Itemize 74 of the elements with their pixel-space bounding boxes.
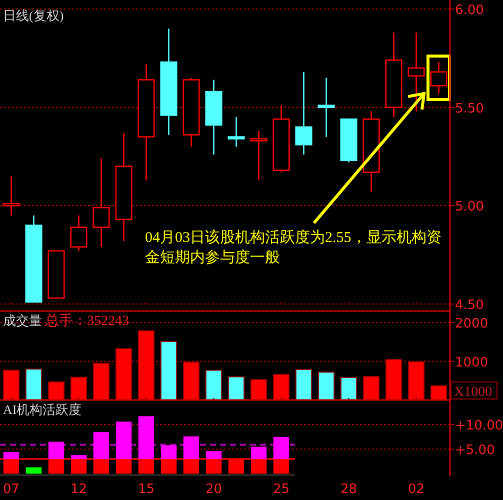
- y-tick-label: 1000: [455, 355, 488, 370]
- candlestick: [430, 61, 448, 94]
- text: X1000: [454, 385, 492, 400]
- bar: [273, 458, 290, 474]
- bar: [92, 362, 110, 400]
- y-tick-label: 6.00: [455, 3, 484, 18]
- candlestick: [2, 176, 20, 216]
- bar: [25, 368, 42, 400]
- candlestick: [70, 214, 88, 252]
- chart-title: 日线(复权): [3, 8, 64, 23]
- x-tick-label: 07: [2, 482, 20, 497]
- x-tick-label: 28: [340, 482, 358, 497]
- bar: [273, 436, 290, 459]
- bar: [250, 458, 267, 474]
- bar: [138, 458, 154, 474]
- y-tick-label: +10.00: [455, 418, 503, 434]
- bar: [160, 458, 177, 474]
- bar: [340, 377, 358, 400]
- annotation: 04月03日该股机构活跃度为2.55，显示机构资金短期内参与度一般: [145, 228, 442, 268]
- y-tick-label: 5.50: [455, 101, 484, 116]
- bar: [70, 458, 87, 474]
- bar: [3, 458, 20, 474]
- y-tick-label: +5.00: [455, 443, 495, 458]
- bar: [183, 458, 200, 474]
- bar: [116, 422, 132, 459]
- bar: [183, 436, 200, 459]
- bar: [138, 330, 155, 400]
- candlestick: [295, 71, 312, 156]
- bar: [250, 378, 268, 400]
- bar: [430, 385, 448, 400]
- bar: [362, 376, 380, 400]
- x-tick-label: 15: [138, 482, 155, 497]
- bar: [48, 381, 65, 400]
- bar: [228, 376, 245, 400]
- bar: [93, 458, 110, 474]
- bar: [206, 458, 222, 474]
- bar: [228, 458, 244, 474]
- candlestick: [318, 77, 335, 138]
- x-tick-label: 25: [272, 482, 290, 497]
- bar: [138, 416, 154, 459]
- bar: [115, 348, 132, 400]
- chart-title: 成交量: [3, 313, 42, 328]
- bar: [48, 442, 64, 459]
- chart-title: AI机构活跃度: [3, 402, 82, 417]
- candlestick: [250, 130, 268, 181]
- annotation: 总手：352243: [44, 313, 129, 329]
- candlestick: [408, 32, 425, 112]
- x-tick-label: 20: [205, 482, 222, 497]
- bar: [205, 370, 222, 400]
- bar: [295, 368, 312, 400]
- candlestick: [228, 116, 245, 148]
- bar: [160, 445, 177, 459]
- bar: [26, 467, 42, 474]
- y-tick-label: 4.50: [455, 298, 484, 313]
- bar: [160, 341, 178, 400]
- bar: [250, 446, 267, 459]
- x-tick-label: 12: [70, 482, 88, 497]
- bar: [116, 458, 132, 474]
- bar: [48, 458, 64, 474]
- bar: [408, 361, 425, 400]
- bar: [70, 455, 87, 459]
- y-tick-label: 5.00: [455, 200, 484, 215]
- bar: [318, 372, 335, 400]
- candlestick: [92, 158, 110, 248]
- x-tick-label: 02: [408, 482, 425, 497]
- bar: [182, 362, 200, 400]
- bar: [3, 452, 20, 459]
- bar: [70, 376, 88, 400]
- bar: [385, 358, 402, 400]
- bar: [206, 451, 222, 459]
- y-tick-label: 2000: [455, 316, 488, 332]
- bar: [93, 432, 110, 459]
- bar: [2, 370, 20, 400]
- bar: [272, 374, 290, 400]
